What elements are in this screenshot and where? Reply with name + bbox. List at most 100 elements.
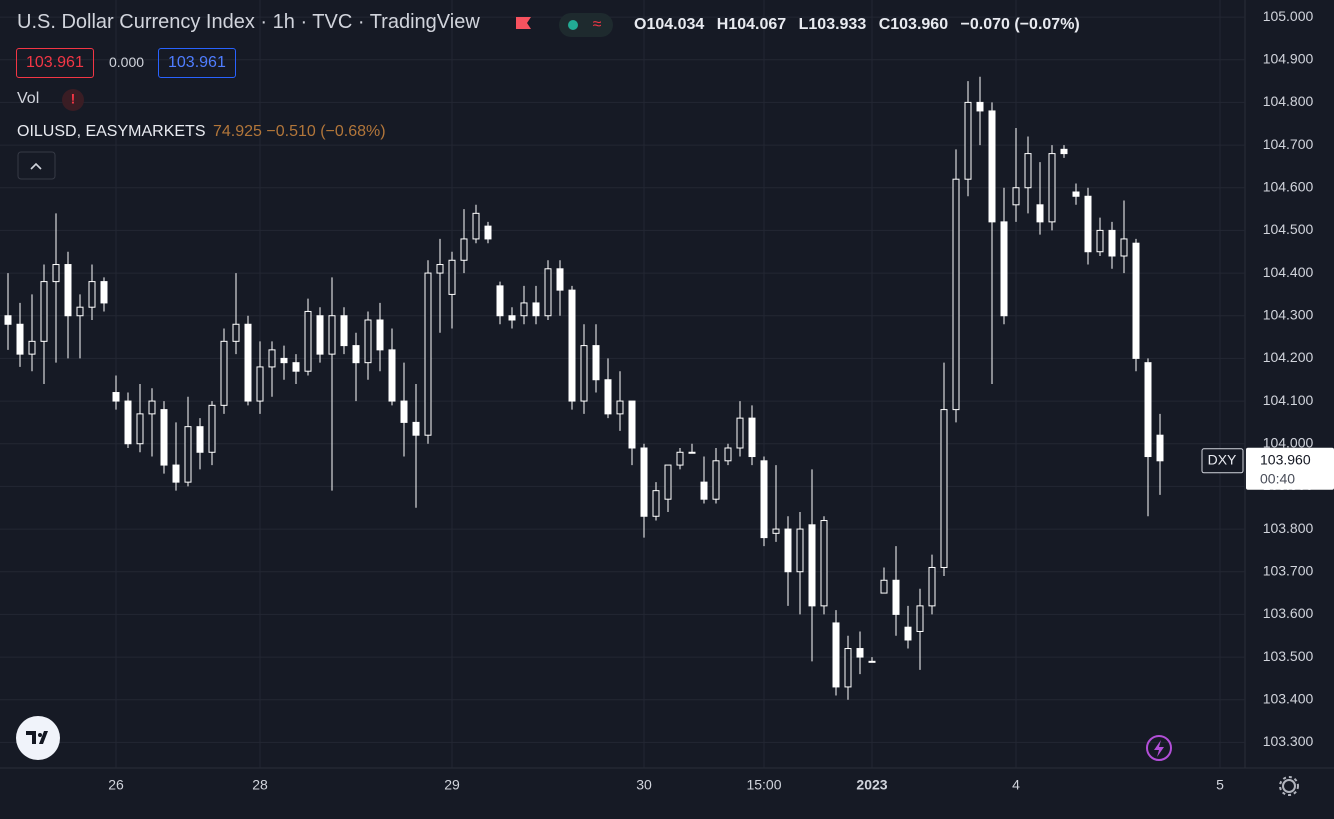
candle-body — [712, 460, 720, 500]
candle-body — [64, 264, 72, 317]
candle-body — [736, 417, 744, 449]
candle-body — [496, 285, 504, 317]
candle-body — [556, 268, 564, 291]
candle-body — [28, 340, 36, 355]
candle-body — [604, 379, 612, 415]
candle-body — [892, 579, 900, 615]
candle-body — [1036, 204, 1044, 223]
candle-body — [1012, 187, 1020, 206]
price-label: 103.960 — [1260, 452, 1311, 468]
candle-body — [640, 447, 648, 517]
x-tick-label: 5 — [1216, 777, 1224, 793]
candle-body — [76, 306, 84, 317]
y-tick-label: 104.900 — [1263, 50, 1314, 66]
candle-body — [472, 212, 480, 240]
candle-body — [796, 528, 804, 573]
candle-body — [4, 315, 12, 325]
ohlc-value: 103.960 — [890, 16, 949, 33]
candle-body — [724, 447, 732, 462]
candle-body — [988, 110, 996, 223]
x-tick-label: 26 — [108, 777, 124, 793]
candle-body — [172, 464, 180, 483]
settings-button[interactable] — [1279, 776, 1299, 796]
candle-body — [1000, 221, 1008, 317]
candle-body — [568, 289, 576, 402]
y-tick-label: 104.400 — [1263, 264, 1314, 280]
candle-body — [316, 315, 324, 355]
y-tick-label: 103.600 — [1263, 605, 1314, 621]
candle-body — [1048, 153, 1056, 223]
candle-body — [592, 345, 600, 381]
ohlc-value: 104.034 — [646, 16, 705, 33]
candle-body — [808, 524, 816, 607]
candle-body — [964, 101, 972, 180]
candle-body — [136, 413, 144, 445]
countdown-label: 00:40 — [1260, 471, 1295, 487]
spread: 0.000 — [109, 54, 145, 70]
candle-body — [820, 520, 828, 607]
y-tick-label: 103.300 — [1263, 733, 1314, 749]
y-tick-label: 103.400 — [1263, 690, 1314, 706]
market-status[interactable]: ≈ — [559, 13, 613, 37]
candle-body — [508, 315, 516, 321]
candle-body — [484, 225, 492, 240]
y-tick-label: 103.700 — [1263, 562, 1314, 578]
candle-body — [88, 281, 96, 308]
candle-body — [544, 268, 552, 317]
candle-body — [940, 409, 948, 568]
candle-body — [1072, 191, 1080, 197]
chart-title: U.S. Dollar Currency Index · 1h · TVC · … — [17, 11, 480, 33]
candle-body — [688, 451, 696, 454]
candle-body — [52, 264, 60, 283]
candle-body — [40, 281, 48, 342]
flag-icon[interactable] — [516, 17, 531, 29]
candle-body — [844, 648, 852, 688]
y-tick-label: 104.700 — [1263, 136, 1314, 152]
x-tick-label: 28 — [252, 777, 268, 793]
price-box — [1246, 447, 1334, 490]
candle-body — [220, 340, 228, 406]
candle-body — [700, 481, 708, 500]
candle-body — [1156, 434, 1164, 462]
candle-body — [388, 349, 396, 402]
candle-body — [1024, 153, 1032, 189]
candle-body — [112, 392, 120, 402]
volume-warning[interactable]: ! — [62, 89, 84, 111]
candle-body — [580, 345, 588, 402]
ohlc-value: 104.067 — [728, 16, 787, 33]
candle-body — [880, 579, 888, 594]
candle-body — [928, 566, 936, 607]
candle-body — [124, 400, 132, 445]
candle-body — [532, 302, 540, 317]
candle-body — [832, 622, 840, 688]
svg-text:≈: ≈ — [593, 16, 602, 33]
candle-body — [664, 464, 672, 500]
collapse-button[interactable] — [17, 151, 56, 180]
candle-body — [232, 323, 240, 342]
candle-body — [16, 323, 24, 355]
candle-body — [760, 460, 768, 539]
candle-body — [280, 357, 288, 364]
ohlc-key: C — [878, 16, 891, 33]
sell-button[interactable]: 103.961 — [16, 48, 94, 78]
y-tick-label: 104.100 — [1263, 392, 1314, 408]
buy-button[interactable]: 103.961 — [158, 48, 236, 78]
svg-text:!: ! — [71, 91, 76, 107]
tradingview-logo[interactable] — [16, 716, 60, 760]
candle-body — [748, 417, 756, 458]
candle-body — [292, 362, 300, 372]
candle-body — [268, 349, 276, 368]
x-tick-label: 4 — [1012, 777, 1020, 793]
y-tick-label: 104.300 — [1263, 306, 1314, 322]
y-tick-label: 104.200 — [1263, 349, 1314, 365]
candle-body — [652, 490, 660, 517]
candle-body — [1108, 229, 1116, 257]
candle-body — [400, 400, 408, 423]
ohlc-key: H — [716, 16, 729, 33]
y-tick-label: 104.000 — [1263, 434, 1314, 450]
candle-body — [1060, 148, 1068, 155]
lightning-button[interactable] — [1146, 735, 1172, 761]
candle-body — [196, 426, 204, 453]
candle-body — [616, 400, 624, 415]
candle-body — [184, 426, 192, 483]
